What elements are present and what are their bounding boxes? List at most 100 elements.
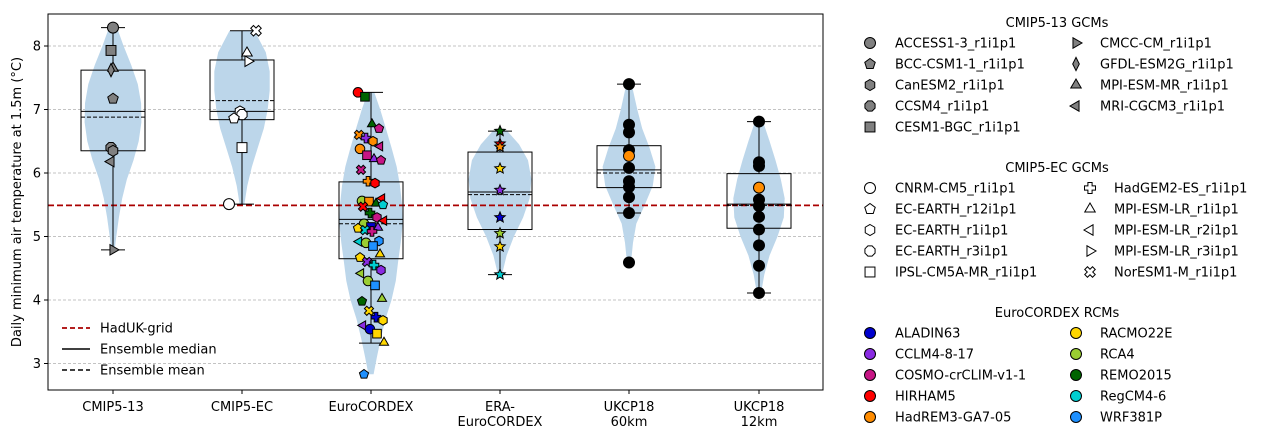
legend-label: RegCM4-6 — [1100, 390, 1166, 405]
legend-marker — [1086, 244, 1098, 258]
legend-marker — [864, 121, 876, 133]
legend-marker — [1068, 99, 1080, 113]
data-point — [228, 112, 240, 124]
y-tick-label: 5 — [33, 230, 41, 245]
data-point — [366, 226, 378, 237]
data-point — [250, 24, 262, 37]
y-tick-label: 4 — [33, 294, 41, 309]
data-point — [362, 150, 372, 161]
data-point — [376, 264, 386, 276]
x-tick-label: UKCP18 — [734, 400, 785, 415]
data-point — [753, 181, 765, 194]
data-point — [753, 287, 765, 300]
legend-marker — [864, 223, 876, 237]
data-point — [623, 149, 635, 162]
data-point — [223, 198, 235, 211]
data-point — [373, 123, 385, 133]
data-point — [362, 175, 374, 187]
data-point — [358, 368, 370, 379]
legend-marker — [1072, 56, 1080, 72]
legend-label: MPI-ESM-LR_r2i1p1 — [1114, 224, 1239, 239]
data-point — [493, 267, 507, 281]
axes-frame — [47, 13, 824, 391]
violin-body — [468, 131, 532, 275]
legend-marker — [864, 182, 876, 194]
legend-line-label: HadUK-grid — [100, 322, 173, 337]
legend-marker — [1070, 369, 1082, 381]
legend-label: WRF381P — [1100, 411, 1162, 426]
data-point — [753, 115, 765, 128]
legend-label: HadGEM2-ES_r1i1p1 — [1114, 182, 1247, 197]
data-point — [493, 124, 507, 137]
legend-area: CMIP5-13 GCMs ACCESS1-3_r1i1p1 BCC-CSM1-1_… — [864, 16, 1247, 426]
legend-title: EuroCORDEX RCMs — [995, 306, 1120, 321]
data-point — [364, 207, 376, 219]
legend-marker — [864, 327, 876, 339]
data-point — [372, 221, 384, 231]
data-point — [377, 199, 389, 210]
legend-label: EC-EARTH_r12i1p1 — [895, 203, 1017, 218]
legend-label: RCA4 — [1100, 348, 1135, 363]
x-tick-label: 12km — [741, 415, 778, 430]
legend-marker — [1082, 223, 1094, 237]
data-point — [493, 183, 507, 196]
data-point — [753, 239, 765, 252]
data-point — [753, 200, 765, 213]
data-point — [368, 259, 380, 271]
data-point — [360, 132, 372, 144]
data-point — [107, 144, 119, 157]
legend-marker — [864, 369, 876, 381]
data-point — [623, 78, 635, 91]
data-point — [109, 243, 121, 256]
legend-label: HadREM3-GA7-05 — [895, 411, 1011, 426]
legend-label: IPSL-CM5A-MR_r1i1p1 — [895, 266, 1037, 281]
legend-line-label: Ensemble median — [100, 343, 217, 358]
legend-marker — [864, 78, 876, 92]
legend-label: GFDL-ESM2G_r1i1p1 — [1100, 58, 1234, 73]
y-tick-label: 3 — [33, 357, 41, 372]
y-axis-label: Daily minimum air temperature at 1.5m (°… — [10, 57, 25, 347]
data-point — [107, 92, 119, 104]
legend-label: ACCESS1-3_r1i1p1 — [895, 37, 1016, 52]
data-point — [493, 140, 507, 153]
legend-marker — [1072, 36, 1084, 50]
legend-marker — [864, 348, 876, 360]
legend-label: EC-EARTH_r3i1p1 — [895, 245, 1008, 260]
data-point — [370, 280, 380, 291]
data-point — [493, 161, 507, 175]
x-tick-label: CMIP5-EC — [211, 400, 273, 415]
legend-marker — [864, 100, 876, 112]
data-point — [376, 292, 388, 302]
legend-label: MPI-ESM-LR_r3i1p1 — [1114, 245, 1239, 260]
data-point — [378, 336, 390, 346]
legend-marker — [1070, 411, 1082, 423]
data-point — [377, 215, 388, 227]
legend-title: CMIP5-13 GCMs — [1006, 16, 1109, 31]
legend-label: MPI-ESM-MR_r1i1p1 — [1100, 79, 1229, 94]
data-point — [493, 226, 507, 239]
legend-marker — [864, 266, 876, 278]
legend-label: REMO2015 — [1100, 369, 1172, 384]
data-point — [368, 135, 378, 147]
legend-label: NorESM1-M_r1i1p1 — [1114, 266, 1237, 281]
data-point — [370, 177, 380, 189]
data-point — [363, 305, 375, 317]
data-point — [240, 45, 254, 57]
data-point — [378, 314, 388, 326]
legend-title: CMIP5-EC GCMs — [1005, 161, 1109, 176]
data-point — [105, 44, 117, 56]
legend-label: EC-EARTH_r1i1p1 — [895, 224, 1008, 239]
legend-label: MRI-CGCM3_r1i1p1 — [1100, 100, 1225, 115]
data-point — [360, 91, 370, 102]
legend-label: CCLM4-8-17 — [895, 348, 974, 363]
data-point — [753, 210, 765, 223]
legend-label: MPI-ESM-LR_r1i1p1 — [1114, 203, 1239, 218]
data-point — [236, 142, 248, 154]
legend-marker — [864, 245, 876, 257]
data-point — [374, 247, 386, 258]
data-point — [753, 160, 765, 173]
x-tick-label: EuroCORDEX — [329, 400, 414, 415]
data-point — [370, 311, 382, 323]
data-point — [357, 201, 369, 212]
